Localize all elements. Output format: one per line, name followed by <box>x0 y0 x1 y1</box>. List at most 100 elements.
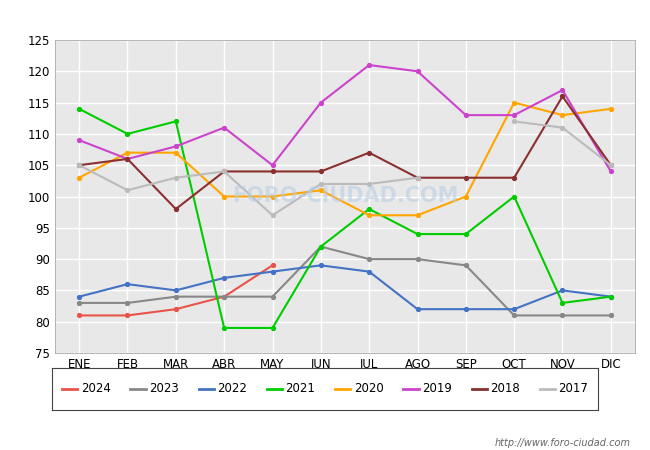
2022 <box>124 281 131 287</box>
2023 <box>413 256 421 262</box>
2024 <box>75 313 83 318</box>
2022 <box>317 263 325 268</box>
2018 <box>607 162 615 168</box>
Text: 2020: 2020 <box>354 382 384 396</box>
Line: 2017: 2017 <box>77 163 419 217</box>
2022 <box>268 269 276 274</box>
Line: 2019: 2019 <box>77 63 613 173</box>
2020 <box>268 194 276 199</box>
Text: 2023: 2023 <box>149 382 179 396</box>
2019 <box>510 112 518 118</box>
2023 <box>510 313 518 318</box>
2019 <box>413 68 421 74</box>
2018 <box>220 169 228 174</box>
2018 <box>317 169 325 174</box>
2021 <box>317 244 325 249</box>
Line: 2022: 2022 <box>77 263 613 311</box>
2018 <box>75 162 83 168</box>
2019 <box>268 162 276 168</box>
2020 <box>75 175 83 180</box>
2021 <box>124 131 131 137</box>
2017 <box>413 175 421 180</box>
2021 <box>172 119 180 124</box>
Text: http://www.foro-ciudad.com: http://www.foro-ciudad.com <box>495 438 630 448</box>
2022 <box>413 306 421 312</box>
2022 <box>607 294 615 299</box>
2023 <box>75 300 83 306</box>
2024 <box>220 294 228 299</box>
2018 <box>172 206 180 211</box>
2020 <box>172 150 180 155</box>
2018 <box>268 169 276 174</box>
Text: 2022: 2022 <box>217 382 247 396</box>
2022 <box>510 306 518 312</box>
Text: 2018: 2018 <box>490 382 520 396</box>
2019 <box>124 156 131 162</box>
Line: 2024: 2024 <box>77 263 274 317</box>
2020 <box>365 212 373 218</box>
2019 <box>365 63 373 68</box>
2020 <box>220 194 228 199</box>
2020 <box>510 100 518 105</box>
Text: FORO-CIUDAD.COM: FORO-CIUDAD.COM <box>232 186 458 207</box>
2021 <box>413 231 421 237</box>
Text: 2024: 2024 <box>81 382 110 396</box>
2022 <box>220 275 228 281</box>
2022 <box>75 294 83 299</box>
Line: 2018: 2018 <box>77 94 613 211</box>
2021 <box>558 300 566 306</box>
2020 <box>558 112 566 118</box>
2019 <box>462 112 470 118</box>
2019 <box>220 125 228 130</box>
2017 <box>124 188 131 193</box>
Line: 2023: 2023 <box>77 245 613 317</box>
2023 <box>220 294 228 299</box>
2019 <box>558 87 566 93</box>
2021 <box>75 106 83 112</box>
2018 <box>365 150 373 155</box>
2018 <box>510 175 518 180</box>
2017 <box>75 162 83 168</box>
Line: 2021: 2021 <box>77 107 613 330</box>
2018 <box>558 94 566 99</box>
Text: 2019: 2019 <box>422 382 452 396</box>
2017 <box>365 181 373 187</box>
2017 <box>268 212 276 218</box>
2024 <box>268 263 276 268</box>
2022 <box>365 269 373 274</box>
Text: Afiliados en Alamillo a 31/5/2024: Afiliados en Alamillo a 31/5/2024 <box>172 9 478 27</box>
2018 <box>413 175 421 180</box>
2023 <box>607 313 615 318</box>
2018 <box>124 156 131 162</box>
2020 <box>607 106 615 112</box>
2023 <box>172 294 180 299</box>
2020 <box>317 188 325 193</box>
2018 <box>462 175 470 180</box>
Text: 2017: 2017 <box>558 382 588 396</box>
2019 <box>172 144 180 149</box>
2022 <box>172 288 180 293</box>
2017 <box>172 175 180 180</box>
2020 <box>124 150 131 155</box>
2023 <box>365 256 373 262</box>
2022 <box>558 288 566 293</box>
2023 <box>558 313 566 318</box>
Text: 2021: 2021 <box>285 382 315 396</box>
2022 <box>462 306 470 312</box>
2023 <box>268 294 276 299</box>
2024 <box>124 313 131 318</box>
2020 <box>413 212 421 218</box>
2019 <box>607 169 615 174</box>
2020 <box>462 194 470 199</box>
2021 <box>220 325 228 331</box>
2019 <box>317 100 325 105</box>
2023 <box>317 244 325 249</box>
2023 <box>462 263 470 268</box>
2021 <box>365 206 373 211</box>
2019 <box>75 137 83 143</box>
2017 <box>317 181 325 187</box>
2024 <box>172 306 180 312</box>
2021 <box>607 294 615 299</box>
2023 <box>124 300 131 306</box>
2021 <box>462 231 470 237</box>
